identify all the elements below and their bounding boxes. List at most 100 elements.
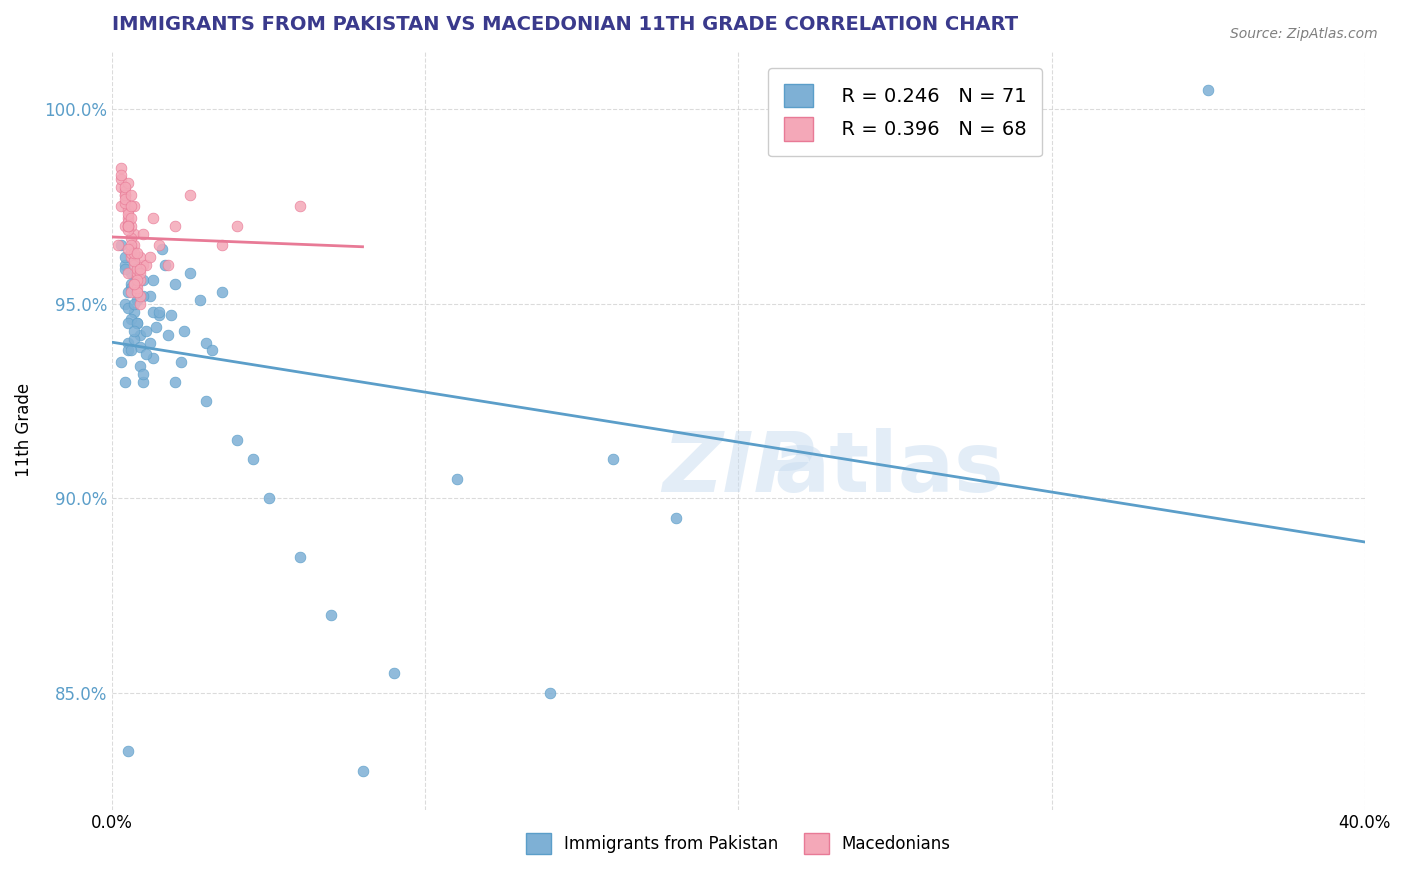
Point <box>117 285 139 299</box>
Point <box>138 250 160 264</box>
Point <box>446 472 468 486</box>
Point <box>110 238 132 252</box>
Point <box>125 269 148 284</box>
Point <box>122 324 145 338</box>
Point <box>117 176 139 190</box>
Point <box>120 242 142 256</box>
Point <box>122 277 145 292</box>
Point <box>288 549 311 564</box>
Point <box>120 219 142 233</box>
Point <box>114 261 136 276</box>
Point <box>125 269 148 284</box>
Point <box>155 258 177 272</box>
Point <box>122 238 145 252</box>
Text: Source: ZipAtlas.com: Source: ZipAtlas.com <box>1230 27 1378 41</box>
Point <box>114 180 136 194</box>
Point <box>138 289 160 303</box>
Text: atlas: atlas <box>773 427 1004 508</box>
Point <box>132 367 155 381</box>
Point <box>125 316 148 330</box>
Point <box>125 277 148 292</box>
Point <box>122 304 145 318</box>
Point <box>129 297 152 311</box>
Point <box>211 285 233 299</box>
Point <box>125 266 148 280</box>
Point <box>129 266 152 280</box>
Point <box>602 452 624 467</box>
Point <box>150 242 173 256</box>
Point <box>117 211 139 226</box>
Point <box>188 293 211 307</box>
Point <box>132 273 155 287</box>
Point <box>117 343 139 358</box>
Point <box>120 199 142 213</box>
Text: IMMIGRANTS FROM PAKISTAN VS MACEDONIAN 11TH GRADE CORRELATION CHART: IMMIGRANTS FROM PAKISTAN VS MACEDONIAN 1… <box>112 15 1018 34</box>
Point <box>135 347 157 361</box>
Point <box>129 250 152 264</box>
Point <box>163 277 186 292</box>
Point <box>122 254 145 268</box>
Point <box>110 199 132 213</box>
Point <box>142 211 165 226</box>
Point <box>129 289 152 303</box>
Point <box>122 246 145 260</box>
Point <box>163 375 186 389</box>
Point <box>117 219 139 233</box>
Point <box>242 452 264 467</box>
Point <box>125 281 148 295</box>
Y-axis label: 11th Grade: 11th Grade <box>15 384 32 477</box>
Point <box>117 744 139 758</box>
Point <box>129 261 152 276</box>
Point <box>117 266 139 280</box>
Point <box>120 187 142 202</box>
Point <box>160 309 183 323</box>
Point <box>352 764 374 778</box>
Point <box>194 335 217 350</box>
Point <box>114 250 136 264</box>
Point <box>117 316 139 330</box>
Point <box>110 172 132 186</box>
Point <box>125 285 148 299</box>
Point <box>142 351 165 366</box>
Point <box>132 227 155 241</box>
Point <box>665 510 688 524</box>
Point <box>157 258 180 272</box>
Point <box>288 199 311 213</box>
Point <box>117 242 139 256</box>
Point <box>117 219 139 233</box>
Point <box>211 238 233 252</box>
Point <box>148 238 170 252</box>
Point <box>132 258 155 272</box>
Point <box>120 246 142 260</box>
Point <box>117 215 139 229</box>
Point <box>179 266 201 280</box>
Point <box>145 320 167 334</box>
Point <box>114 297 136 311</box>
Point <box>129 359 152 373</box>
Point <box>122 199 145 213</box>
Point <box>120 277 142 292</box>
Point <box>226 433 249 447</box>
Point <box>122 258 145 272</box>
Point <box>114 192 136 206</box>
Point <box>129 327 152 342</box>
Point <box>142 273 165 287</box>
Point <box>114 219 136 233</box>
Point <box>120 211 142 226</box>
Point <box>110 355 132 369</box>
Point <box>120 250 142 264</box>
Point <box>117 219 139 233</box>
Point <box>129 273 152 287</box>
Point <box>114 258 136 272</box>
Point <box>163 219 186 233</box>
Point <box>110 180 132 194</box>
Point <box>257 491 280 506</box>
Point <box>125 273 148 287</box>
Point <box>122 332 145 346</box>
Text: ZIP: ZIP <box>662 427 814 508</box>
Point <box>120 281 142 295</box>
Point <box>170 355 193 369</box>
Point <box>201 343 224 358</box>
Point <box>114 187 136 202</box>
Point <box>114 375 136 389</box>
